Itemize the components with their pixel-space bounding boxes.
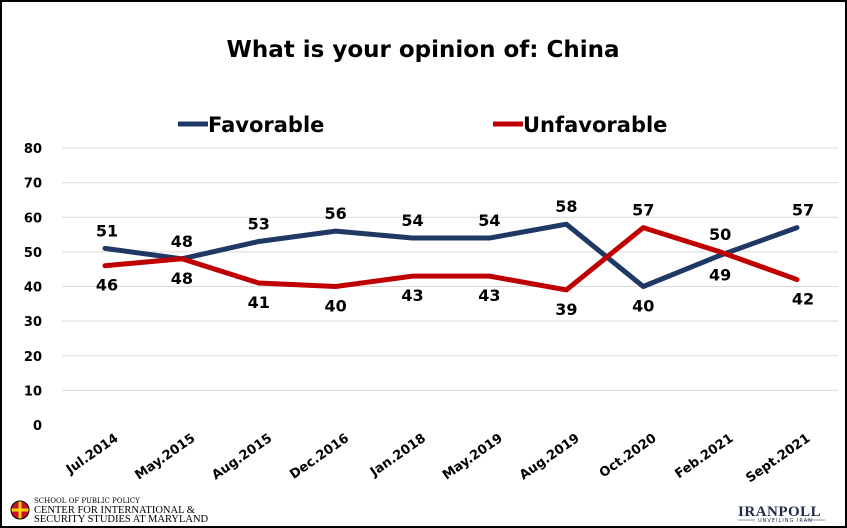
- y-axis-ticks: 0 10 20 30 40 50 60 70 80: [24, 142, 42, 434]
- data-label-favorable: 56: [325, 204, 347, 223]
- iranpoll-logo: IRANPOLL UNVEILING IRAN: [738, 504, 825, 524]
- x-tick-label: Aug.2015: [209, 431, 275, 483]
- data-label-unfavorable: 40: [325, 297, 347, 316]
- data-label-unfavorable: 42: [792, 290, 814, 309]
- y-tick-label: 30: [24, 315, 42, 330]
- data-label-unfavorable: 57: [632, 201, 654, 220]
- x-tick-label: Aug.2019: [517, 431, 583, 483]
- series-line-unfavorable: [102, 225, 800, 293]
- data-label-favorable: 58: [555, 197, 577, 216]
- x-tick-label: Feb.2021: [672, 431, 736, 482]
- legend-label-favorable: Favorable: [208, 113, 324, 137]
- data-label-unfavorable: 50: [709, 225, 731, 244]
- data-label-favorable: 54: [478, 211, 500, 230]
- data-label-favorable: 51: [96, 221, 118, 240]
- data-label-favorable: 48: [171, 232, 193, 251]
- y-tick-label: 70: [24, 177, 42, 192]
- legend: Favorable Unfavorable: [178, 113, 667, 137]
- umd-center-text: CENTER FOR INTERNATIONAL &: [34, 505, 195, 516]
- data-label-favorable: 54: [401, 211, 423, 230]
- x-tick-label: May.2019: [440, 431, 506, 483]
- series-lines: [102, 221, 800, 293]
- data-label-unfavorable: 41: [248, 293, 270, 312]
- x-tick-label: May.2015: [132, 431, 198, 483]
- y-tick-label: 10: [24, 384, 42, 399]
- y-tick-label: 50: [24, 246, 42, 261]
- data-label-unfavorable: 43: [401, 286, 423, 305]
- x-tick-label: Sept.2021: [743, 431, 813, 486]
- iranpoll-text: IRANPOLL: [738, 504, 821, 520]
- umd-security-text: SECURITY STUDIES AT MARYLAND: [34, 514, 209, 525]
- cissm-logo: SCHOOL OF PUBLIC POLICY CENTER FOR INTER…: [10, 497, 209, 525]
- x-tick-label: Jul.2014: [63, 431, 121, 478]
- y-tick-label: 0: [33, 419, 42, 434]
- data-labels: 51 48 53 56 54 54 58 40 49 57 46 48 41 40 43 43 39 57 50 42: [96, 197, 814, 319]
- data-label-favorable: 40: [632, 297, 654, 316]
- y-tick-label: 80: [24, 142, 42, 157]
- x-tick-label: Dec.2016: [287, 431, 352, 483]
- data-label-unfavorable: 46: [96, 276, 118, 295]
- y-tick-label: 40: [24, 281, 42, 296]
- data-label-unfavorable: 39: [555, 300, 577, 319]
- data-label-favorable: 49: [709, 265, 731, 284]
- iranpoll-tagline: UNVEILING IRAN: [758, 518, 813, 524]
- series-line-favorable: [102, 221, 800, 289]
- data-label-favorable: 57: [792, 201, 814, 220]
- chart-title: What is your opinion of: China: [227, 37, 620, 63]
- x-tick-label: Jan.2018: [367, 431, 429, 481]
- y-tick-label: 60: [24, 211, 42, 226]
- x-tick-label: Oct.2020: [597, 431, 660, 481]
- gridlines: [62, 147, 838, 391]
- y-tick-label: 20: [24, 350, 42, 365]
- data-label-unfavorable: 43: [478, 286, 500, 305]
- umd-school-text: SCHOOL OF PUBLIC POLICY: [34, 497, 140, 505]
- legend-label-unfavorable: Unfavorable: [523, 113, 667, 137]
- data-label-favorable: 53: [248, 214, 270, 233]
- x-axis-ticks: Jul.2014 May.2015 Aug.2015 Dec.2016 Jan.2018…: [63, 431, 813, 486]
- data-label-unfavorable: 48: [171, 269, 193, 288]
